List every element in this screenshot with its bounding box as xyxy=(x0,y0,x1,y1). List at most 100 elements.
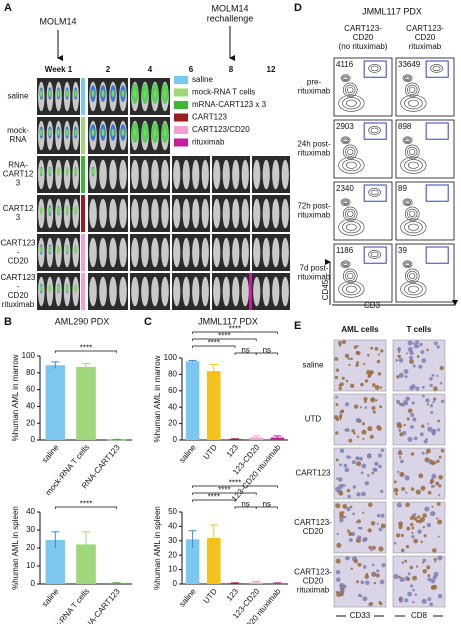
cell xyxy=(418,364,423,369)
mouse xyxy=(151,237,159,268)
density-contour xyxy=(342,97,361,110)
significance-label: ns xyxy=(241,346,249,355)
cell xyxy=(380,513,385,518)
cell xyxy=(417,529,422,534)
cell xyxy=(426,565,431,570)
cell xyxy=(350,357,353,361)
y-tick-label: 0 xyxy=(173,579,178,588)
cell xyxy=(422,526,425,529)
cell xyxy=(412,364,416,368)
cell xyxy=(419,432,424,437)
signal-core xyxy=(133,89,137,98)
cell xyxy=(338,386,343,391)
cell xyxy=(393,573,399,580)
cell xyxy=(415,340,420,345)
cell xyxy=(427,574,431,578)
cell xyxy=(380,448,385,453)
mouse xyxy=(213,159,221,190)
cell xyxy=(419,342,423,347)
cell xyxy=(345,427,350,432)
cell xyxy=(373,581,377,585)
cell xyxy=(396,502,402,508)
density-contour xyxy=(407,99,419,107)
cell xyxy=(426,403,430,406)
mouse xyxy=(109,276,117,307)
cell xyxy=(362,565,367,569)
mouse xyxy=(213,198,221,229)
signal-core xyxy=(74,89,77,98)
mouse xyxy=(201,159,209,190)
density-contour xyxy=(345,84,356,96)
y-tick-label: 60 xyxy=(26,385,35,394)
gate xyxy=(363,122,387,140)
cell xyxy=(347,357,350,361)
mouse xyxy=(131,276,139,307)
gate xyxy=(363,184,387,202)
cell xyxy=(425,398,430,403)
cell xyxy=(436,459,440,463)
cell xyxy=(439,366,444,371)
cell xyxy=(334,375,339,380)
cell xyxy=(410,487,415,491)
cell xyxy=(352,512,356,516)
cell xyxy=(348,363,351,367)
cell xyxy=(405,544,410,549)
density-contour xyxy=(340,260,351,269)
cell xyxy=(334,356,339,361)
x-tick-label: saline xyxy=(40,586,61,608)
mouse xyxy=(232,276,240,307)
cell xyxy=(421,358,427,363)
mouse xyxy=(222,237,230,268)
week-label: 8 xyxy=(229,65,234,74)
cell xyxy=(413,538,419,544)
row-label: RNA xyxy=(10,135,28,144)
density-contour xyxy=(370,251,379,258)
significance-bracket xyxy=(192,499,236,502)
gate xyxy=(425,122,449,140)
row-label: CD20 xyxy=(8,257,29,266)
density-contour xyxy=(368,188,381,197)
cell xyxy=(429,383,433,388)
cell xyxy=(363,400,367,404)
cell xyxy=(369,601,374,606)
cell xyxy=(356,435,360,438)
mouse xyxy=(201,237,209,268)
cell xyxy=(407,408,413,414)
cell xyxy=(364,406,368,410)
cell xyxy=(376,513,381,518)
cell xyxy=(430,511,436,517)
significance-bracket xyxy=(192,485,278,488)
cell xyxy=(374,347,379,351)
row-label: CART123- xyxy=(294,568,332,577)
mouse xyxy=(161,159,169,190)
cell xyxy=(376,569,380,573)
cell xyxy=(398,456,402,459)
cell xyxy=(396,399,401,404)
x-tick-label: 123 xyxy=(225,586,241,602)
row-label: CART123- xyxy=(294,518,332,527)
treatment-strip xyxy=(81,117,85,154)
density-contour xyxy=(338,280,365,298)
density-contour xyxy=(338,94,365,112)
gate-count: 1186 xyxy=(336,246,354,255)
cell xyxy=(427,597,432,602)
cell xyxy=(404,475,410,481)
cell xyxy=(422,513,427,518)
density-contour xyxy=(342,199,350,206)
signal-core xyxy=(57,284,60,293)
density-contour xyxy=(400,280,427,298)
density-contour xyxy=(342,159,361,172)
signal-core xyxy=(74,128,77,137)
cell xyxy=(371,406,376,410)
cell xyxy=(411,514,415,518)
signal-core xyxy=(121,128,125,137)
density-contour xyxy=(400,218,427,236)
mouse xyxy=(272,237,280,268)
density-contour xyxy=(402,198,413,207)
signal-core xyxy=(57,128,60,137)
mouse xyxy=(141,198,149,229)
mouse xyxy=(213,237,221,268)
cell xyxy=(426,348,429,352)
cell xyxy=(429,602,434,607)
cell xyxy=(341,376,345,380)
